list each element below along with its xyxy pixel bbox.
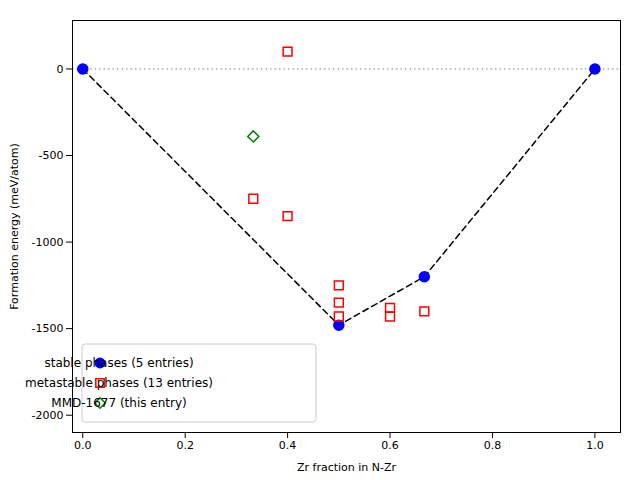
svg-text:0: 0: [57, 62, 64, 75]
svg-text:metastable phases (13 entries): metastable phases (13 entries): [25, 376, 213, 390]
svg-text:stable phases (5 entries): stable phases (5 entries): [44, 356, 193, 370]
svg-text:0.0: 0.0: [74, 439, 92, 452]
svg-text:Formation energy (meV/atom): Formation energy (meV/atom): [8, 143, 21, 310]
svg-text:MMD-1677 (this entry): MMD-1677 (this entry): [51, 396, 186, 410]
svg-text:-1000: -1000: [32, 236, 64, 249]
svg-text:-1500: -1500: [32, 322, 64, 335]
svg-text:Zr fraction in N-Zr: Zr fraction in N-Zr: [297, 461, 397, 474]
svg-text:0.2: 0.2: [176, 439, 194, 452]
svg-text:0.6: 0.6: [381, 439, 399, 452]
svg-text:-2000: -2000: [32, 409, 64, 422]
svg-text:1.0: 1.0: [586, 439, 604, 452]
svg-text:0.8: 0.8: [484, 439, 502, 452]
svg-text:-500: -500: [39, 149, 64, 162]
svg-text:0.4: 0.4: [279, 439, 297, 452]
